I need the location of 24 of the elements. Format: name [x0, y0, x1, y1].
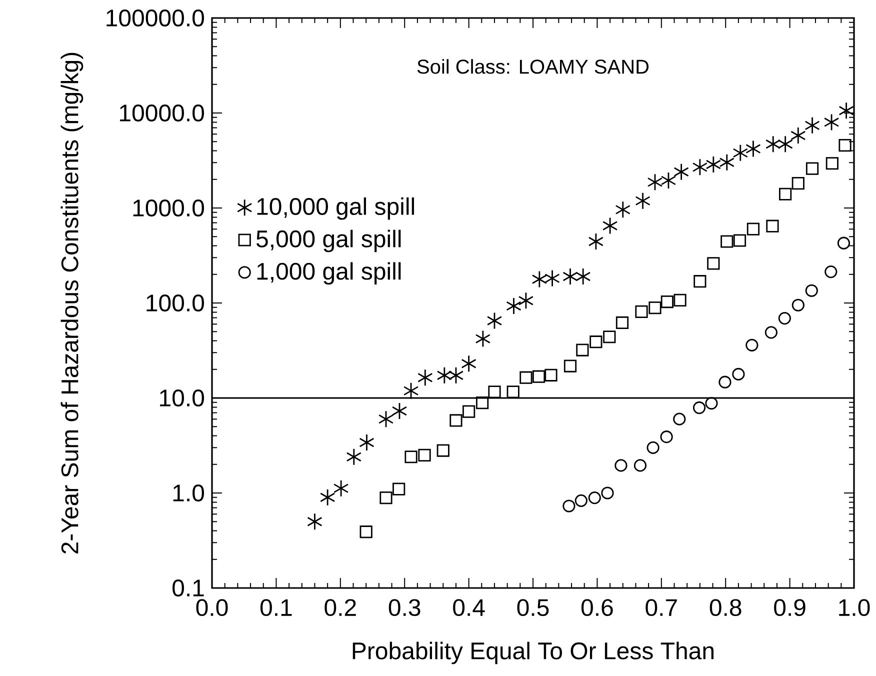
legend-label: 10,000 gal spill: [257, 197, 414, 220]
x-tick-label: 0.2: [324, 599, 356, 616]
x-axis-title: Probability Equal To Or Less Than: [352, 642, 714, 664]
x-tick-label: 0.1: [260, 599, 292, 616]
x-tick-label: 1.0: [839, 599, 870, 616]
text: Soil Class: LOAMY SAND: [417, 59, 649, 74]
legend-label: 1,000 gal spill: [257, 262, 401, 285]
y-tick-label: 100000.0: [106, 10, 204, 26]
x-tick-label: 0.4: [453, 599, 485, 616]
legend-label: 5,000 gal spill: [256, 230, 401, 252]
y-tick-label: 0.1: [172, 580, 204, 596]
x-tick-label: 0.9: [774, 599, 806, 616]
y-tick-label: 10.0: [160, 390, 204, 406]
y-tick-label: 100.0: [146, 294, 204, 312]
y-axis-title: 2-Year Sum of Hazardous Constituents (mg/kg): [60, 52, 84, 554]
x-tick-label: 0.8: [710, 599, 742, 616]
x-tick-label: 0.0: [196, 599, 228, 616]
x-tick-label: 0.7: [646, 599, 677, 616]
y-tick-label: 1000.0: [133, 200, 204, 216]
y-tick-label: 10000.0: [120, 104, 204, 122]
x-tick-label: 0.5: [517, 599, 549, 616]
x-tick-label: 0.6: [581, 599, 613, 616]
y-tick-label: 1.0: [173, 484, 204, 502]
x-tick-label: 0.3: [388, 599, 420, 616]
